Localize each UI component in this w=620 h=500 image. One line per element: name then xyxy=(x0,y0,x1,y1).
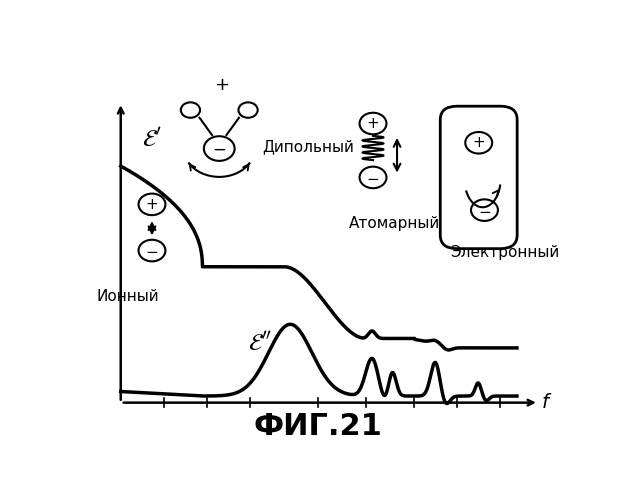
Text: +: + xyxy=(366,116,379,131)
Text: $-$: $-$ xyxy=(212,140,226,158)
Text: ФИГ.21: ФИГ.21 xyxy=(254,412,382,441)
Text: $-$: $-$ xyxy=(478,202,491,218)
Text: Дипольный: Дипольный xyxy=(262,139,355,154)
Text: +: + xyxy=(472,136,485,150)
Text: $\mathcal{E}^{\prime\prime}$: $\mathcal{E}^{\prime\prime}$ xyxy=(248,331,272,355)
Text: Электронный: Электронный xyxy=(450,245,559,260)
Text: +: + xyxy=(214,76,229,94)
Text: $\mathcal{E}'$: $\mathcal{E}'$ xyxy=(142,127,162,151)
Text: $-$: $-$ xyxy=(366,170,379,185)
Text: f: f xyxy=(541,393,548,412)
Text: $-$: $-$ xyxy=(146,243,159,258)
Text: +: + xyxy=(146,197,158,212)
Text: Атомарный: Атомарный xyxy=(349,216,440,231)
Text: Ионный: Ионный xyxy=(97,290,159,304)
